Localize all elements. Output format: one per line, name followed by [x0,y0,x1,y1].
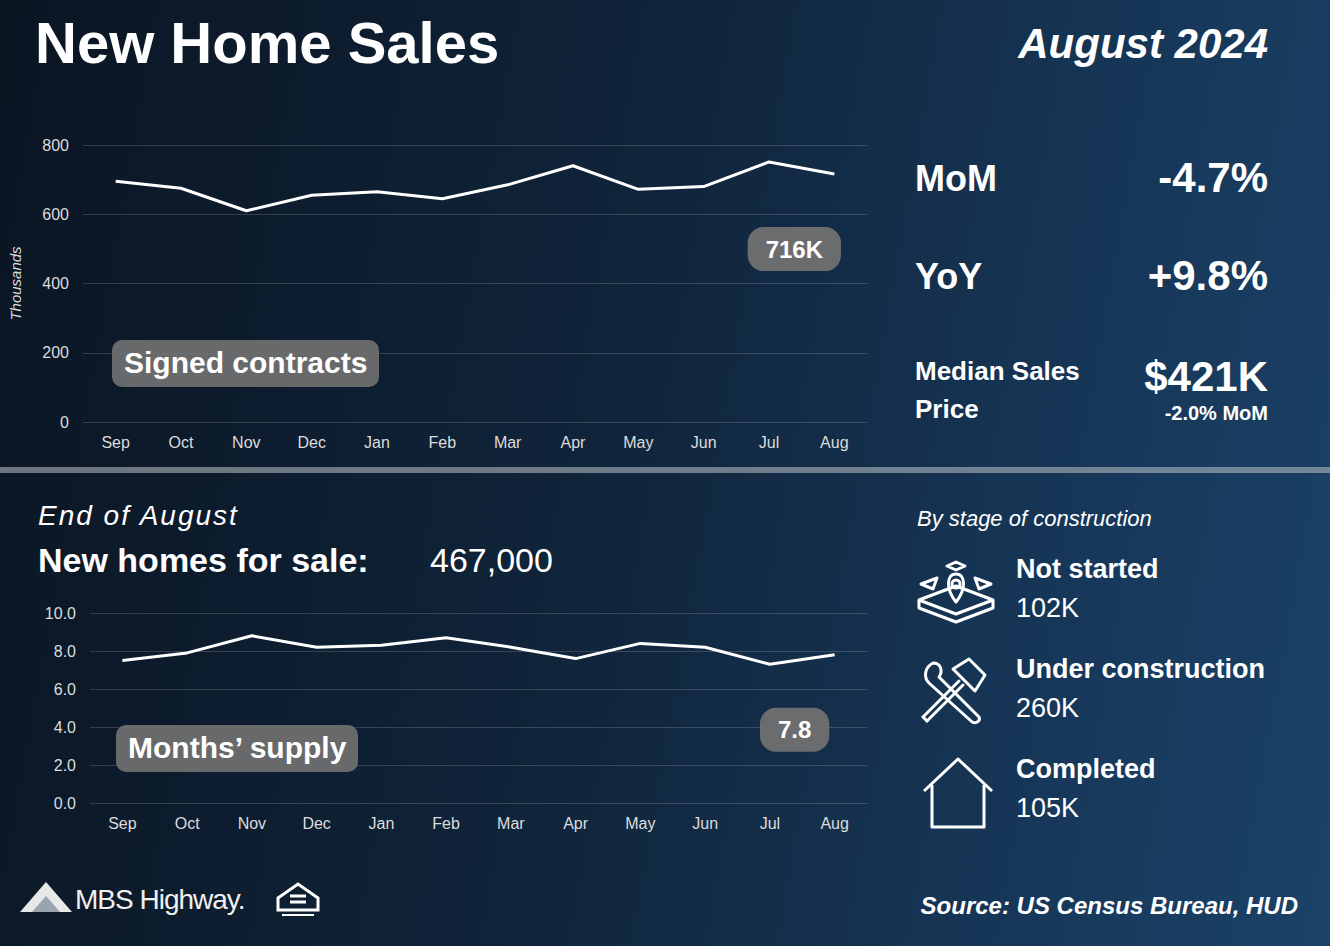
svg-text:Feb: Feb [429,434,457,451]
svg-text:6.0: 6.0 [54,681,76,698]
html-text:260K: 260K [1016,693,1080,723]
svg-text:Jun: Jun [691,434,717,451]
svg-text:10.0: 10.0 [45,605,76,622]
svg-text:Nov: Nov [238,815,266,832]
svg-text:Oct: Oct [169,434,194,451]
svg-text:Mar: Mar [494,434,522,451]
html-text:105K: 105K [1016,793,1080,823]
svg-text:400: 400 [42,275,69,292]
html-text:+9.8%: +9.8% [1147,252,1268,299]
html-text:102K: 102K [1016,593,1080,623]
html-text:August 2024: August 2024 [1018,20,1268,67]
html-text:YoY: YoY [915,256,983,297]
svg-text:200: 200 [42,344,69,361]
svg-text:Sep: Sep [101,434,130,451]
html-text:Not started: Not started [1016,554,1159,584]
svg-text:Apr: Apr [561,434,587,451]
svg-text:7.8: 7.8 [778,716,811,743]
html-text:Completed: Completed [1016,754,1156,784]
html-text:New homes for sale:: New homes for sale: [38,541,369,579]
html-text:Median Sales Price: Median Sales Price [915,356,1080,424]
svg-text:Oct: Oct [175,815,200,832]
html-text:By stage of construction: By stage of construction [917,506,1152,531]
svg-text:Dec: Dec [297,434,325,451]
svg-text:Aug: Aug [820,434,848,451]
svg-text:2.0: 2.0 [54,757,76,774]
html-text:-2.0% MoM: -2.0% MoM [1164,402,1268,424]
svg-text:Jan: Jan [368,815,394,832]
svg-text:0.0: 0.0 [54,795,76,812]
svg-text:716K: 716K [766,236,824,263]
svg-text:4.0: 4.0 [54,719,76,736]
html-text:MBS Highway.: MBS Highway. [75,884,245,915]
html-text:Signed contracts: Signed contracts [124,346,368,379]
svg-text:Aug: Aug [820,815,848,832]
svg-text:Feb: Feb [432,815,460,832]
svg-text:Sep: Sep [108,815,137,832]
html-text:Months’ supply: Months’ supply [128,731,347,764]
svg-text:Mar: Mar [497,815,525,832]
html-text:End of August: End of August [38,500,239,531]
svg-text:Jan: Jan [364,434,390,451]
svg-text:800: 800 [42,137,69,154]
html-text:467,000: 467,000 [430,541,553,579]
svg-text:600: 600 [42,206,69,223]
svg-text:Thousands: Thousands [7,246,24,321]
svg-text:Jul: Jul [759,434,779,451]
html-text:New Home Sales: New Home Sales [35,10,500,75]
html-text:-4.7%: -4.7% [1158,154,1268,201]
svg-text:Jun: Jun [692,815,718,832]
svg-text:Apr: Apr [563,815,589,832]
svg-text:May: May [623,434,653,451]
html-text:$421K: $421K [1144,353,1268,400]
svg-text:8.0: 8.0 [54,643,76,660]
svg-text:May: May [625,815,655,832]
html-text:Source: US Census Bureau, HUD: Source: US Census Bureau, HUD [920,892,1298,919]
html-text:MoM: MoM [915,158,997,199]
html-text:Under construction: Under construction [1016,654,1265,684]
svg-text:0: 0 [60,414,69,431]
svg-text:Jul: Jul [760,815,780,832]
svg-text:Dec: Dec [302,815,330,832]
svg-text:Nov: Nov [232,434,260,451]
